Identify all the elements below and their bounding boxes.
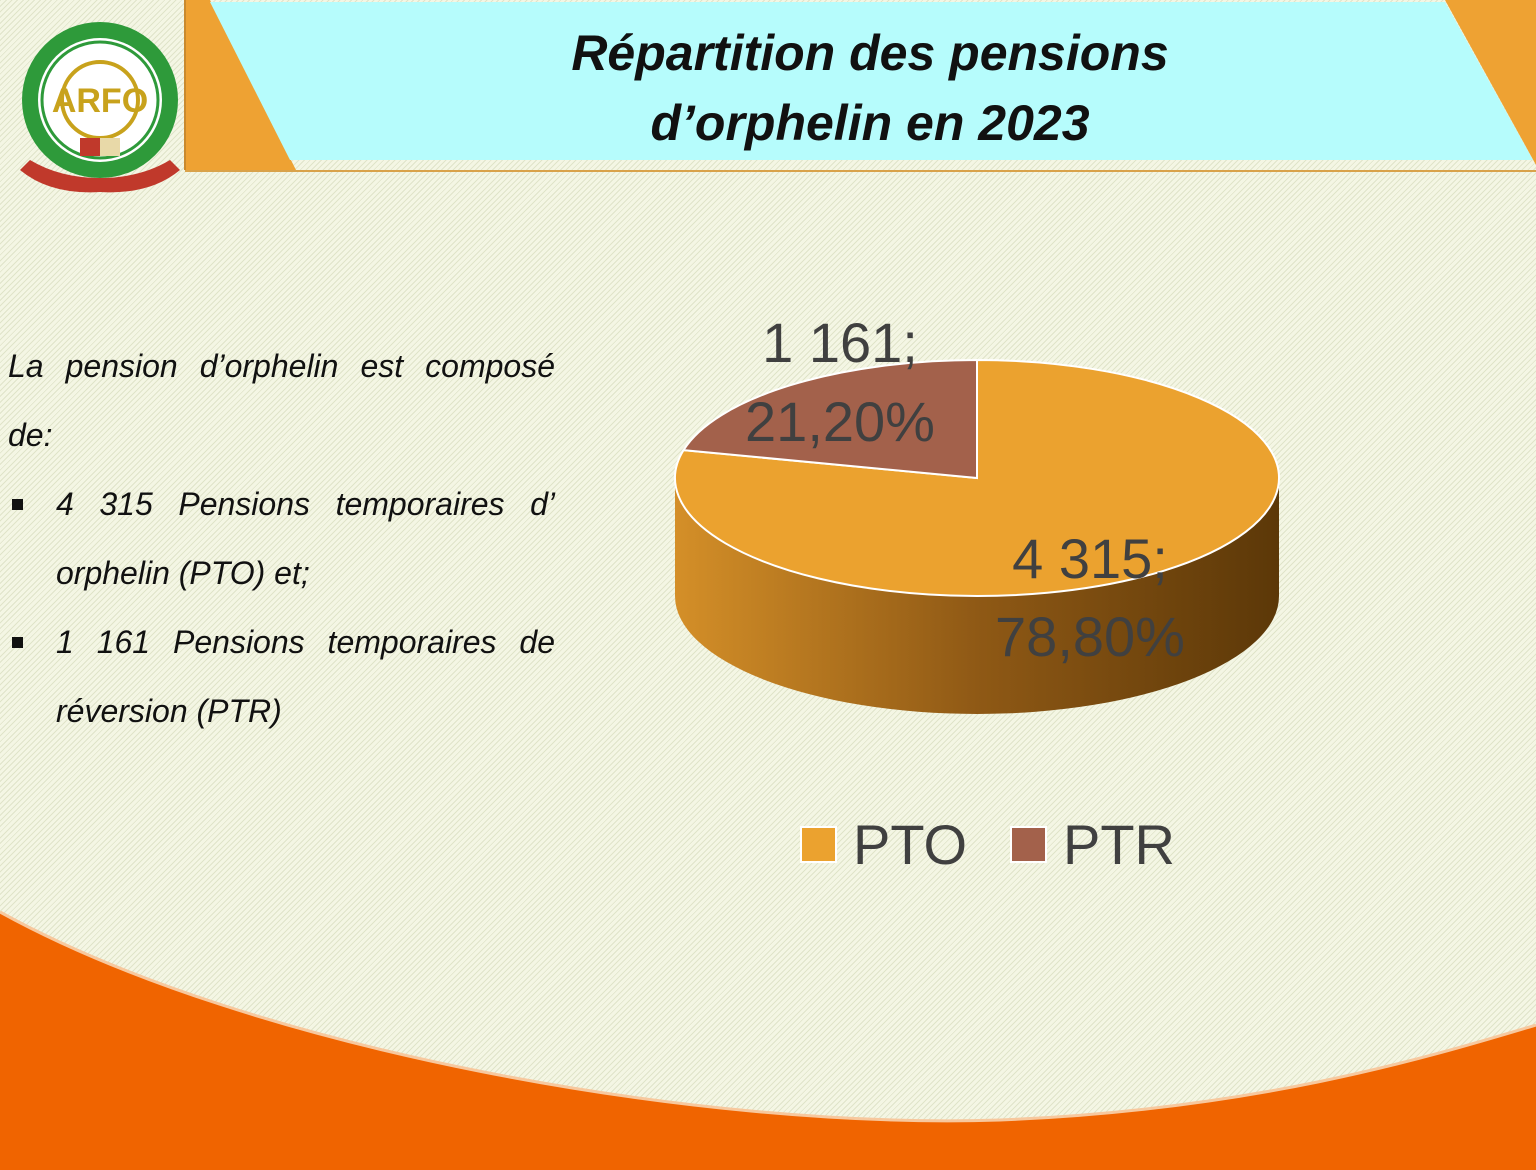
square-bullet-icon (12, 637, 23, 648)
pie-slice-ptr (681, 358, 978, 480)
bullet-text: 1 161 Pensions temporaires de réversion … (56, 624, 555, 729)
bottom-wave (0, 912, 1536, 1170)
title-line-2: d’orphelin en 2023 (650, 95, 1090, 151)
legend-item-ptr: PTR (1010, 812, 1175, 877)
bullet-item-pto: 4 315 Pensions temporaires d’ orphelin (… (8, 470, 555, 608)
square-bullet-icon (12, 499, 23, 510)
legend-swatch-pto (800, 826, 837, 863)
header-left-tab (185, 0, 296, 170)
slide-title: Répartition des pensions d’orphelin en 2… (500, 18, 1240, 158)
carfo-logo: ARFO (20, 22, 180, 193)
description-bullets: 4 315 Pensions temporaires d’ orphelin (… (8, 470, 555, 746)
header-band (210, 2, 1533, 160)
data-label-pto-percent: 78,80% (995, 605, 1185, 668)
data-label-ptr-percent: 21,20% (745, 390, 935, 453)
title-line-1: Répartition des pensions (571, 25, 1169, 81)
data-label-ptr-value: 1 161; (762, 311, 918, 374)
legend-item-pto: PTO (800, 812, 967, 877)
logo-monogram: ARFO (52, 82, 148, 120)
bullet-text: 4 315 Pensions temporaires d’ orphelin (… (56, 486, 555, 591)
legend-label-ptr: PTR (1063, 813, 1175, 876)
chart-legend: PTO PTR (0, 812, 1536, 882)
bullet-item-ptr: 1 161 Pensions temporaires de réversion … (8, 608, 555, 746)
description-block: La pension d’orphelin est composé de: 4 … (8, 332, 555, 746)
header-right-tab (1445, 0, 1536, 165)
data-label-pto-value: 4 315; (1012, 527, 1168, 590)
bottom-wave-highlight (0, 910, 1536, 1123)
description-intro: La pension d’orphelin est composé de: (8, 348, 555, 453)
legend-swatch-ptr (1010, 826, 1047, 863)
legend-label-pto: PTO (853, 813, 968, 876)
